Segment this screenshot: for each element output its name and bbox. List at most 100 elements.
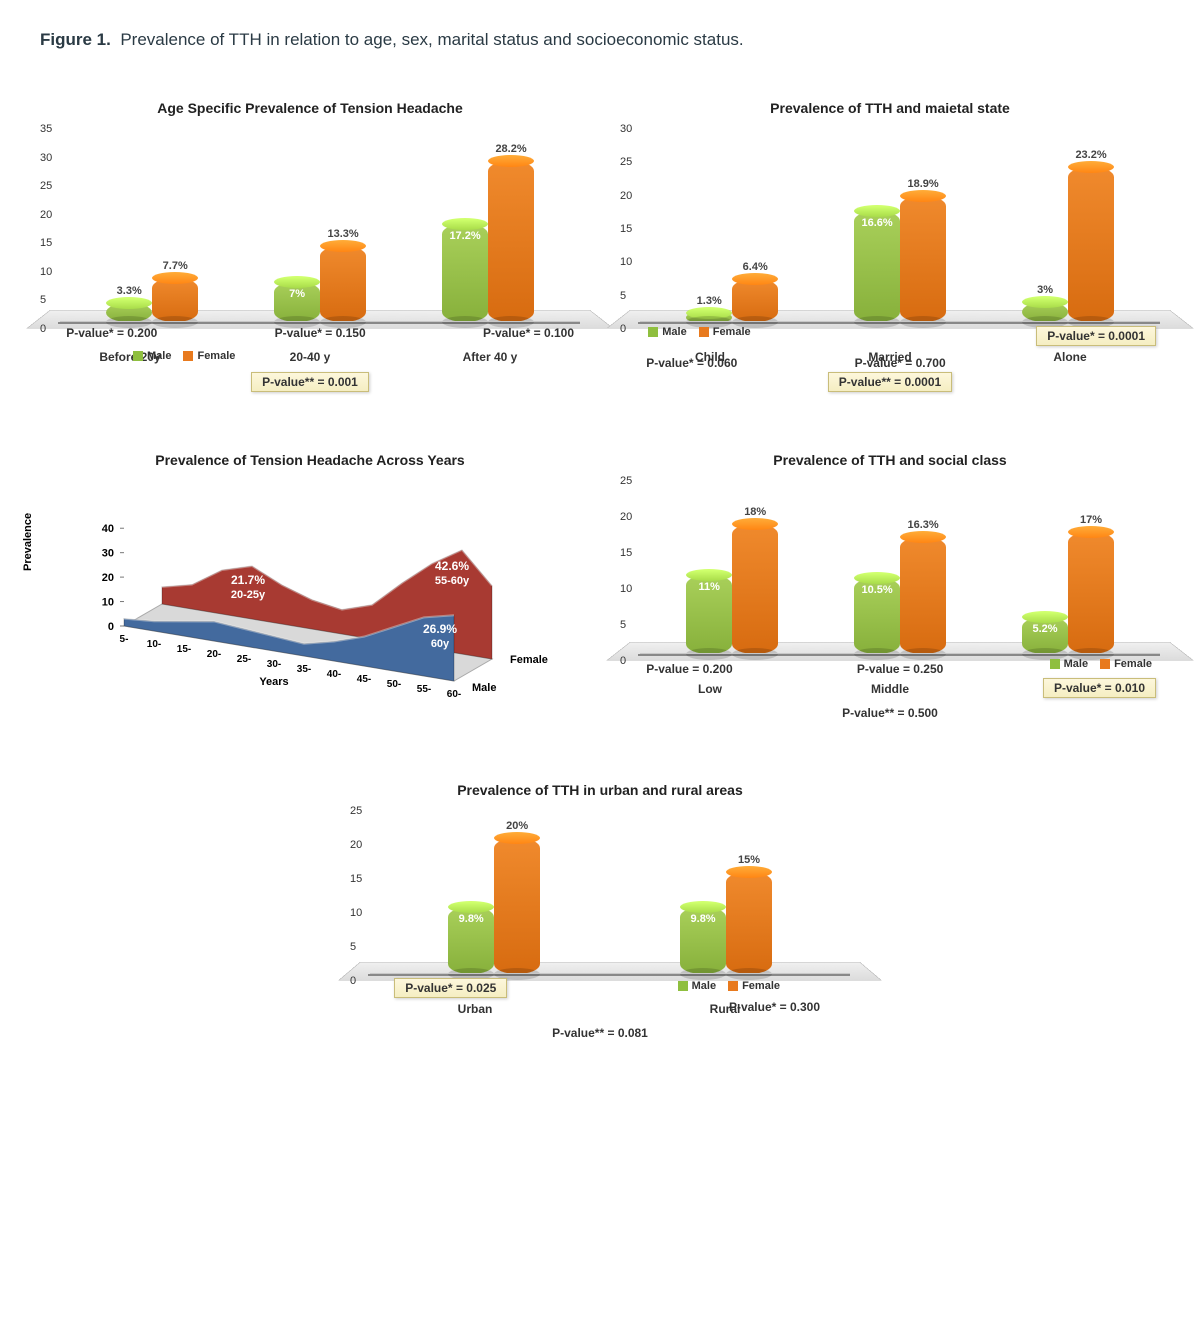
- svg-text:25-: 25-: [237, 654, 251, 665]
- chart-social-pvalue-box: P-value* = 0.010: [1043, 678, 1156, 698]
- svg-text:20-25y: 20-25y: [231, 589, 266, 601]
- row-1: Age Specific Prevalence of Tension Heada…: [40, 100, 1160, 392]
- row-2: Prevalence of Tension Headache Across Ye…: [40, 452, 1160, 722]
- svg-text:35-: 35-: [297, 664, 311, 675]
- chart-marital-title: Prevalence of TTH and maietal state: [620, 100, 1160, 116]
- chart-marital-plot: 1.3%6.4%16.6%18.9%3%23.2% Male Female P-…: [638, 322, 1160, 324]
- svg-text:45-: 45-: [357, 674, 371, 685]
- chart-marital: Prevalence of TTH and maietal state 0510…: [620, 100, 1160, 392]
- bar-group: 11%18%: [648, 524, 816, 654]
- bar-group: 1.3%6.4%: [648, 279, 816, 322]
- svg-text:40-: 40-: [327, 669, 341, 680]
- bar-female: 6.4%: [732, 279, 778, 322]
- chart-years-title: Prevalence of Tension Headache Across Ye…: [40, 452, 580, 468]
- bar-female: 7.7%: [152, 278, 198, 322]
- bar-male: 9.8%: [680, 907, 726, 974]
- pvalue-label: P-value* = 0.150: [236, 326, 405, 340]
- chart-area-title: Prevalence of TTH in urban and rural are…: [350, 782, 850, 798]
- svg-text:30-: 30-: [267, 659, 281, 670]
- figure-label: Figure 1.: [40, 30, 111, 49]
- bar-male: 16.6%: [854, 211, 900, 322]
- chart-years-ylabel: Prevalence: [22, 513, 34, 571]
- bar-male: 3.3%: [106, 303, 152, 322]
- figure-caption-text: Prevalence of TTH in relation to age, se…: [116, 30, 744, 49]
- bar-group: 10.5%16.3%: [816, 537, 984, 654]
- category-label: Alone: [980, 350, 1160, 364]
- svg-text:42.6%: 42.6%: [435, 559, 469, 573]
- chart-area-plot: 9.8%20%9.8%15% P-value* = 0.025 Male Fem…: [368, 974, 850, 976]
- chart-social-legend: Male Female: [1050, 658, 1152, 670]
- bar-group: 3%23.2%: [984, 167, 1152, 322]
- chart-marital-yaxis: 051015202530: [620, 124, 638, 324]
- chart-age-title: Age Specific Prevalence of Tension Heada…: [40, 100, 580, 116]
- svg-text:21.7%: 21.7%: [231, 573, 265, 587]
- chart-age-yaxis: 05101520253035: [40, 124, 58, 324]
- category-label: After 40 y: [400, 350, 580, 364]
- bar-male: 17.2%: [442, 224, 488, 322]
- pvalue-label: P-value = 0.250: [816, 662, 985, 676]
- chart-age-plot: 3.3%7.7%7%13.3%17.2%28.2% P-value* = 0.2…: [58, 322, 580, 324]
- svg-text:50-: 50-: [387, 679, 401, 690]
- svg-text:55-60y: 55-60y: [435, 575, 470, 587]
- bar-female: 13.3%: [320, 246, 366, 322]
- row-3: Prevalence of TTH in urban and rural are…: [40, 782, 1160, 1042]
- chart-area-pvalue-box: P-value* = 0.025: [394, 978, 507, 998]
- bar-group: 9.8%20%: [378, 838, 610, 974]
- chart-social-title: Prevalence of TTH and social class: [620, 452, 1160, 468]
- chart-area: Prevalence of TTH in urban and rural are…: [350, 782, 850, 1042]
- bar-male: 11%: [686, 575, 732, 654]
- chart-area-pvalue-right: P-value* = 0.300: [729, 1000, 820, 1014]
- svg-text:Years: Years: [259, 676, 288, 688]
- svg-text:Female: Female: [510, 654, 548, 666]
- bar-female: 18%: [732, 524, 778, 654]
- bar-group: 17.2%28.2%: [404, 161, 572, 322]
- bar-male: 9.8%: [448, 907, 494, 974]
- svg-text:0: 0: [108, 621, 114, 633]
- svg-text:40: 40: [102, 523, 114, 535]
- chart-social: Prevalence of TTH and social class 05101…: [620, 452, 1160, 722]
- svg-text:Male: Male: [472, 682, 496, 694]
- pvalue-label: P-value = 0.200: [640, 662, 815, 676]
- chart-age-cats: Before 20y20-40 yAfter 40 y: [40, 350, 580, 364]
- chart-age-bottom-pvalue: P-value** = 0.001: [40, 372, 580, 392]
- chart-age: Age Specific Prevalence of Tension Heada…: [40, 100, 580, 392]
- chart-area-yaxis: 0510152025: [350, 806, 368, 976]
- svg-text:55-: 55-: [417, 684, 431, 695]
- bar-female: 20%: [494, 838, 540, 974]
- svg-text:30: 30: [102, 548, 114, 560]
- category-label: Married: [800, 350, 980, 364]
- bar-female: 15%: [726, 872, 772, 974]
- bar-group: 9.8%15%: [610, 872, 842, 974]
- chart-marital-legend: Male Female: [648, 326, 750, 338]
- chart-years-plot: Prevalence 0102030405-10-15-20-25-30-35-…: [40, 476, 580, 706]
- figure-caption: Figure 1. Prevalence of TTH in relation …: [40, 30, 1160, 50]
- svg-text:26.9%: 26.9%: [423, 622, 457, 636]
- svg-text:15-: 15-: [177, 644, 191, 655]
- svg-text:60y: 60y: [431, 638, 450, 650]
- chart-marital-bottom-pvalue: P-value** = 0.0001: [620, 372, 1160, 392]
- chart-social-plot: 11%18%10.5%16.3%5.2%17% Male Female P-va…: [638, 654, 1160, 656]
- svg-text:10-: 10-: [147, 639, 161, 650]
- chart-years-svg: 0102030405-10-15-20-25-30-35-40-45-50-55…: [68, 476, 580, 706]
- bar-male: 3%: [1022, 302, 1068, 322]
- svg-text:20: 20: [102, 572, 114, 584]
- pvalue-label: P-value* = 0.200: [60, 326, 235, 340]
- pvalue-label: P-value* = 0.100: [405, 326, 580, 340]
- bar-female: 28.2%: [488, 161, 534, 322]
- category-label: Urban: [350, 1002, 600, 1016]
- svg-text:60-: 60-: [447, 689, 461, 700]
- legend-female: Female: [197, 350, 235, 362]
- chart-social-yaxis: 0510152025: [620, 476, 638, 656]
- legend-male: Male: [147, 350, 171, 362]
- bar-female: 17%: [1068, 532, 1114, 654]
- bar-female: 18.9%: [900, 196, 946, 322]
- chart-age-legend: Male Female: [133, 350, 235, 362]
- bar-group: 7%13.3%: [236, 246, 404, 322]
- chart-area-legend: Male Female: [678, 980, 780, 992]
- bar-group: 3.3%7.7%: [68, 278, 236, 322]
- bar-male: 7%: [274, 282, 320, 322]
- chart-social-bottom-pvalue: P-value** = 0.500: [620, 704, 1160, 722]
- svg-text:20-: 20-: [207, 649, 221, 660]
- bar-male: 10.5%: [854, 578, 900, 654]
- category-label: Child: [620, 350, 800, 364]
